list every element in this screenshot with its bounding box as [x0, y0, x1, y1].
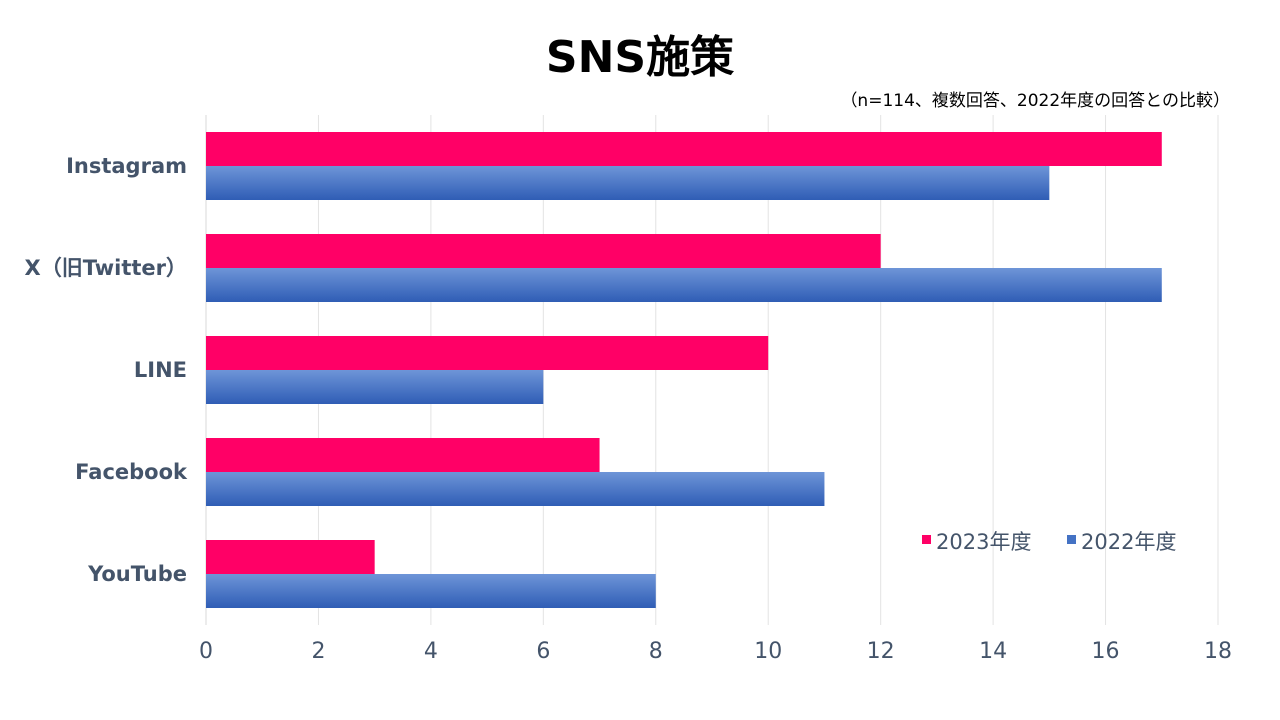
- bar-2022: [206, 574, 656, 608]
- bar-2022: [206, 166, 1050, 200]
- x-tick-labels: 0 2 4 6 8 10 12 14 16 18: [199, 639, 1232, 664]
- x-tick-label: 0: [199, 639, 213, 664]
- bar-2023: [206, 336, 769, 370]
- x-tick-label: 18: [1204, 639, 1232, 664]
- category-label: Facebook: [75, 460, 188, 484]
- category-label: Instagram: [66, 154, 187, 178]
- category-label: LINE: [134, 358, 187, 382]
- bar-2023: [206, 234, 881, 268]
- bar-2022: [206, 268, 1162, 302]
- x-tick-label: 8: [649, 639, 663, 664]
- category-label: YouTube: [87, 562, 187, 586]
- x-tick-label: 10: [754, 639, 782, 664]
- legend-label: 2022年度: [1081, 530, 1176, 554]
- legend-label: 2023年度: [936, 530, 1031, 554]
- bar-2022: [206, 472, 825, 506]
- category-labels: Instagram X（旧Twitter） LINE Facebook YouTube: [25, 154, 189, 586]
- bar-2023: [206, 132, 1162, 166]
- bar-2023: [206, 438, 600, 472]
- x-tick-label: 14: [979, 639, 1007, 664]
- x-tick-label: 16: [1092, 639, 1120, 664]
- bars: [206, 132, 1162, 608]
- bar-2022: [206, 370, 544, 404]
- legend-swatch: [1067, 535, 1076, 544]
- x-tick-label: 4: [424, 639, 438, 664]
- bar-2023: [206, 540, 375, 574]
- legend: 2023年度 2022年度: [922, 530, 1176, 554]
- x-tick-label: 6: [536, 639, 550, 664]
- category-label: X（旧Twitter）: [25, 256, 187, 280]
- x-tick-label: 2: [311, 639, 325, 664]
- x-tick-label: 12: [867, 639, 895, 664]
- legend-swatch: [922, 535, 931, 544]
- chart-subtitle: （n=114、複数回答、2022年度の回答との比較）: [840, 91, 1230, 111]
- chart-title: SNS施策: [546, 32, 734, 83]
